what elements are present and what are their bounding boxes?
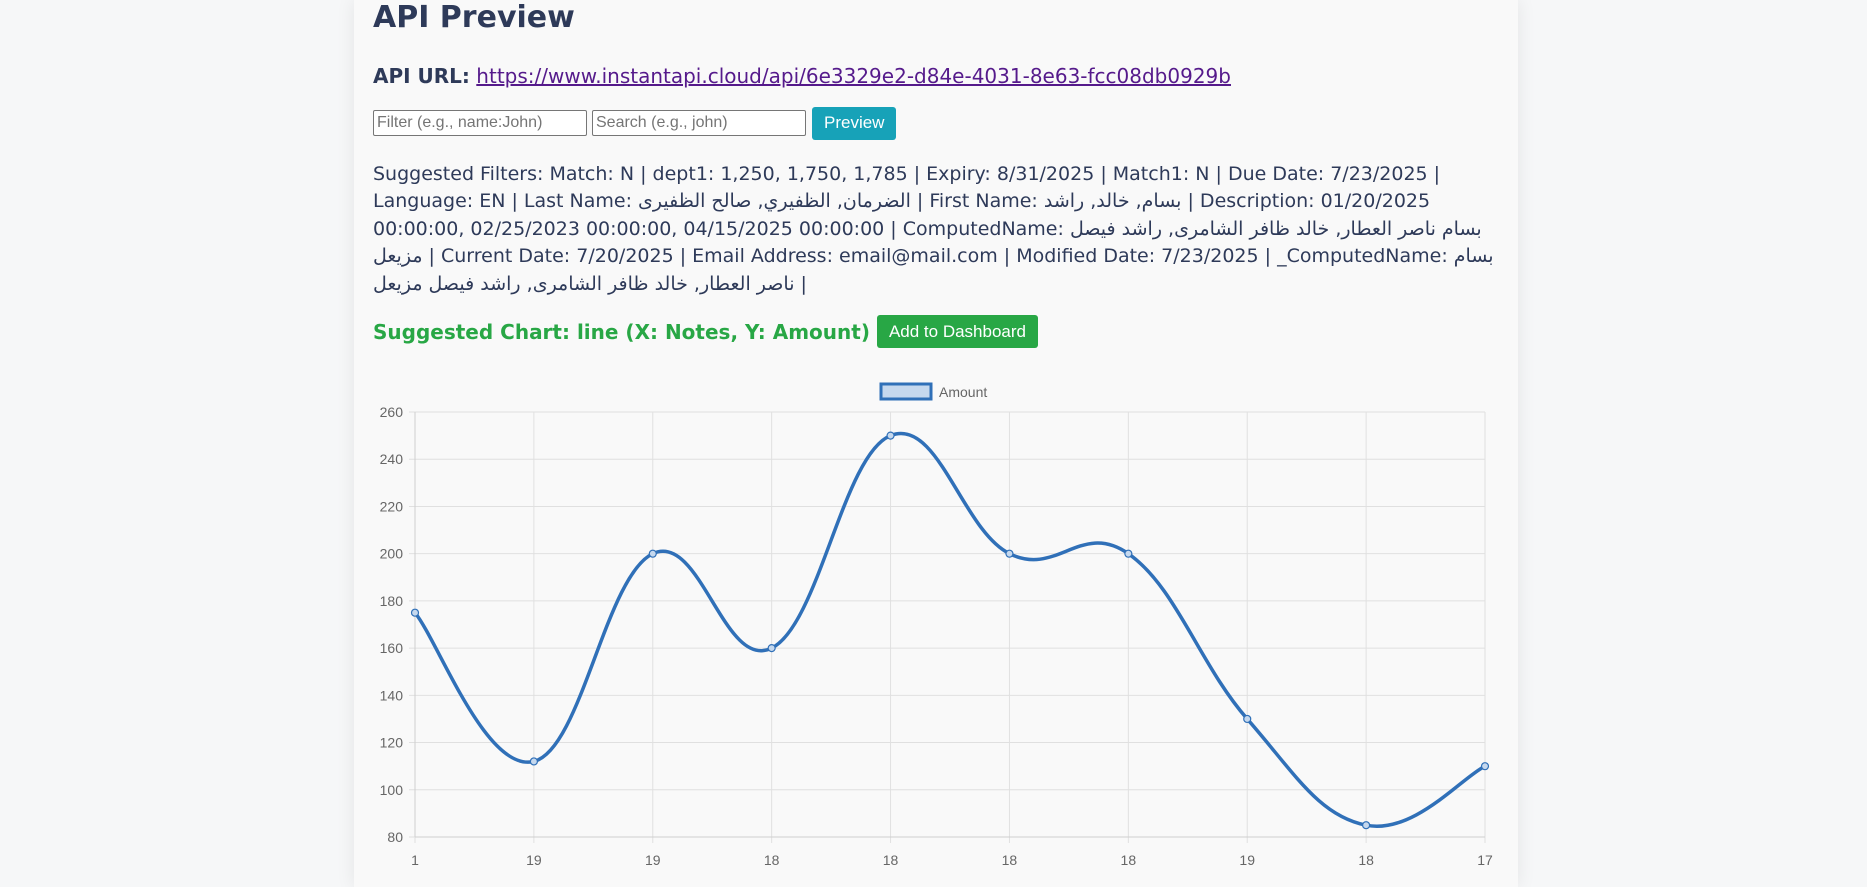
x-tick-label: 18 [1121, 852, 1137, 868]
filter-input[interactable] [373, 110, 587, 136]
x-tick-label: 18 [883, 852, 899, 868]
api-url-label: API URL: [373, 64, 470, 88]
legend-label: Amount [939, 384, 987, 400]
amount-line-chart: 80 100 120 140 160 180 200 220 240 260 1 19 19 18 18 18… [380, 382, 1493, 868]
data-point [529, 757, 538, 766]
api-url-link[interactable]: https://www.instantapi.cloud/api/6e3329e… [476, 64, 1231, 88]
y-tick-label: 100 [380, 782, 404, 798]
y-tick-label: 140 [380, 687, 404, 703]
api-preview-panel: API Preview API URL: https://www.instant… [354, 0, 1518, 887]
legend-swatch [879, 382, 933, 401]
data-point [886, 431, 895, 440]
data-point [1480, 762, 1490, 771]
data-point [1362, 821, 1371, 830]
y-tick-label: 200 [380, 546, 404, 562]
x-tick-label: 17 [1477, 852, 1493, 868]
data-point [767, 644, 776, 653]
x-tick-label: 1 [411, 852, 419, 868]
preview-button[interactable]: Preview [812, 106, 897, 140]
y-tick-label: 180 [380, 593, 404, 609]
x-tick-label: 19 [645, 852, 661, 868]
suggested-chart-text: Suggested Chart: line (X: Notes, Y: Amou… [373, 319, 870, 344]
series-line-amount [413, 431, 1486, 828]
search-input[interactable] [592, 110, 806, 136]
api-url-row: API URL: https://www.instantapi.cloud/ap… [373, 63, 1231, 89]
x-tick-label: 19 [526, 852, 542, 868]
y-tick-label: 220 [380, 498, 404, 514]
suggested-chart-row: Suggested Chart: line (X: Notes, Y: Amou… [373, 315, 1038, 348]
x-tick-label: 19 [1239, 852, 1255, 868]
filter-controls: Preview [373, 106, 897, 140]
y-tick-label: 160 [380, 640, 404, 656]
x-tick-label: 18 [764, 852, 780, 868]
data-point [1005, 549, 1014, 558]
suggested-filters-text: Suggested Filters: Match: N | dept1: 1,2… [373, 163, 1494, 295]
data-point [1124, 549, 1133, 558]
x-tick-label: 18 [1358, 852, 1374, 868]
data-point [1243, 714, 1252, 724]
y-tick-label: 260 [380, 404, 404, 420]
data-point [648, 549, 657, 558]
x-tick-label: 18 [1002, 852, 1018, 868]
add-to-dashboard-button[interactable]: Add to Dashboard [876, 315, 1038, 348]
y-tick-label: 80 [387, 829, 403, 845]
page-title: API Preview [373, 0, 575, 35]
data-point [410, 608, 420, 617]
y-tick-label: 240 [380, 451, 404, 467]
y-tick-label: 120 [380, 735, 404, 751]
